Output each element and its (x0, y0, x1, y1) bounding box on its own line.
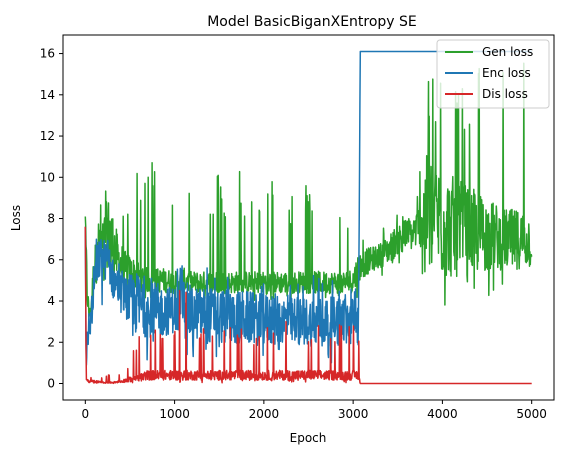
y-tick-label: 2 (47, 335, 55, 349)
y-tick-label: 8 (47, 212, 55, 226)
legend-box (436, 39, 550, 109)
x-tick-label: 3000 (338, 407, 369, 421)
y-tick-label: 12 (40, 129, 55, 143)
y-axis-label: Loss (9, 205, 23, 231)
y-tick-label: 14 (40, 88, 55, 102)
legend-entry-label: Enc loss (482, 66, 531, 80)
series-line-dis-loss (84, 226, 533, 385)
x-axis-ticks: 0 1000 2000 3000 4000 5000 (81, 400, 547, 421)
legend-entry-label: Gen loss (482, 45, 533, 59)
chart-legend: Gen loss Enc loss Dis loss (436, 39, 550, 109)
x-tick-label: 2000 (249, 407, 280, 421)
series-line-gen-loss (84, 62, 533, 318)
x-axis-label: Epoch (290, 431, 327, 445)
x-tick-label: 0 (81, 407, 89, 421)
y-tick-label: 4 (47, 294, 55, 308)
chart-title: Model BasicBiganXEntropy SE (207, 14, 417, 30)
y-axis-ticks: 0 2 4 6 8 10 12 14 16 (40, 47, 63, 391)
plot-frame (62, 34, 555, 401)
x-tick-label: 4000 (427, 407, 458, 421)
x-tick-label: 5000 (516, 407, 547, 421)
y-tick-label: 16 (40, 47, 55, 61)
y-tick-label: 6 (47, 253, 55, 267)
y-tick-label: 10 (40, 170, 55, 184)
x-tick-label: 1000 (159, 407, 190, 421)
y-tick-label: 0 (47, 377, 55, 391)
legend-entry-label: Dis loss (482, 87, 528, 101)
